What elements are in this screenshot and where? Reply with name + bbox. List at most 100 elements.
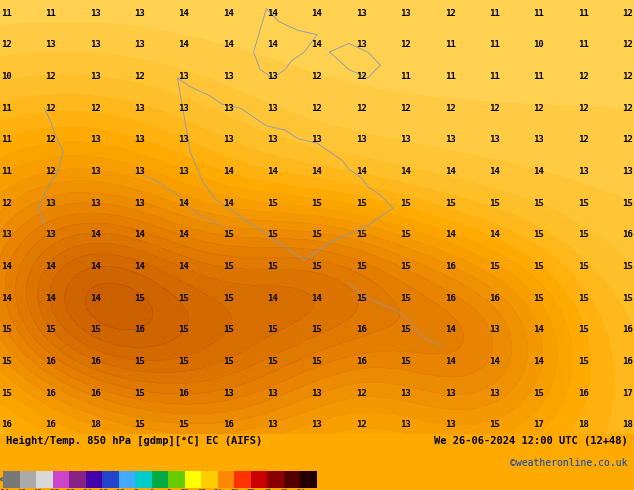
Text: 12: 12 bbox=[46, 135, 56, 144]
Text: ©weatheronline.co.uk: ©weatheronline.co.uk bbox=[510, 458, 628, 468]
Text: 14: 14 bbox=[179, 40, 189, 49]
Text: 14: 14 bbox=[534, 325, 544, 334]
Bar bbox=[53, 471, 69, 488]
Text: 17: 17 bbox=[623, 389, 633, 398]
Text: 12: 12 bbox=[534, 103, 544, 113]
Text: 12: 12 bbox=[356, 103, 366, 113]
Text: 13: 13 bbox=[401, 8, 411, 18]
Text: 11: 11 bbox=[489, 8, 500, 18]
Text: 12: 12 bbox=[46, 72, 56, 81]
Text: 15: 15 bbox=[179, 325, 189, 334]
Text: 15: 15 bbox=[268, 230, 278, 239]
Text: 15: 15 bbox=[534, 198, 544, 208]
Text: 13: 13 bbox=[534, 135, 544, 144]
Text: 15: 15 bbox=[312, 198, 322, 208]
Text: 15: 15 bbox=[1, 357, 11, 366]
Text: 16: 16 bbox=[134, 325, 145, 334]
Text: 14: 14 bbox=[223, 167, 233, 176]
Text: 14: 14 bbox=[179, 230, 189, 239]
Text: 14: 14 bbox=[489, 230, 500, 239]
Text: 11: 11 bbox=[1, 8, 11, 18]
Text: 12: 12 bbox=[356, 420, 366, 429]
Text: 14: 14 bbox=[445, 325, 455, 334]
Text: 14: 14 bbox=[312, 8, 322, 18]
Bar bbox=[3, 471, 20, 488]
Text: 13: 13 bbox=[312, 389, 322, 398]
Text: 12: 12 bbox=[623, 135, 633, 144]
Text: 13: 13 bbox=[268, 135, 278, 144]
Text: 14: 14 bbox=[134, 262, 145, 271]
Bar bbox=[301, 471, 317, 488]
Text: 15: 15 bbox=[356, 262, 366, 271]
Text: 15: 15 bbox=[46, 325, 56, 334]
Text: 15: 15 bbox=[312, 262, 322, 271]
Text: 14: 14 bbox=[312, 294, 322, 303]
Text: 13: 13 bbox=[401, 420, 411, 429]
Bar bbox=[235, 471, 251, 488]
Text: 15: 15 bbox=[401, 325, 411, 334]
Text: 16: 16 bbox=[46, 389, 56, 398]
Text: 14: 14 bbox=[46, 262, 56, 271]
Text: 16: 16 bbox=[578, 389, 588, 398]
Text: 14: 14 bbox=[268, 8, 278, 18]
Text: 16: 16 bbox=[445, 294, 455, 303]
Text: 14: 14 bbox=[223, 198, 233, 208]
Text: 11: 11 bbox=[1, 167, 11, 176]
Text: 14: 14 bbox=[223, 8, 233, 18]
Text: 16: 16 bbox=[623, 325, 633, 334]
Text: 13: 13 bbox=[46, 198, 56, 208]
Text: 15: 15 bbox=[134, 420, 145, 429]
Text: 14: 14 bbox=[90, 262, 100, 271]
Text: 13: 13 bbox=[445, 389, 455, 398]
Text: 18: 18 bbox=[623, 420, 633, 429]
Text: 11: 11 bbox=[401, 72, 411, 81]
Text: 11: 11 bbox=[578, 40, 588, 49]
Text: 12: 12 bbox=[445, 8, 455, 18]
Text: 15: 15 bbox=[534, 294, 544, 303]
Text: 14: 14 bbox=[1, 294, 11, 303]
Text: 15: 15 bbox=[489, 262, 500, 271]
Text: 15: 15 bbox=[268, 357, 278, 366]
Text: 13: 13 bbox=[179, 135, 189, 144]
Text: 13: 13 bbox=[268, 103, 278, 113]
Text: 15: 15 bbox=[401, 357, 411, 366]
Text: 16: 16 bbox=[1, 420, 11, 429]
Text: 13: 13 bbox=[312, 420, 322, 429]
Text: 14: 14 bbox=[90, 294, 100, 303]
Text: 13: 13 bbox=[90, 198, 100, 208]
Text: 14: 14 bbox=[312, 40, 322, 49]
Text: 14: 14 bbox=[445, 230, 455, 239]
Text: 11: 11 bbox=[445, 72, 455, 81]
Text: 13: 13 bbox=[90, 40, 100, 49]
Text: 14: 14 bbox=[534, 357, 544, 366]
Text: 14: 14 bbox=[268, 40, 278, 49]
Text: 13: 13 bbox=[134, 167, 145, 176]
Text: 13: 13 bbox=[90, 135, 100, 144]
Text: 15: 15 bbox=[223, 357, 233, 366]
Text: 13: 13 bbox=[356, 8, 366, 18]
Bar bbox=[218, 471, 235, 488]
Bar bbox=[284, 471, 301, 488]
Text: 15: 15 bbox=[578, 230, 588, 239]
Text: 13: 13 bbox=[90, 72, 100, 81]
Text: 15: 15 bbox=[179, 294, 189, 303]
Text: 13: 13 bbox=[134, 103, 145, 113]
Text: 16: 16 bbox=[90, 389, 100, 398]
Text: 15: 15 bbox=[223, 294, 233, 303]
Text: 15: 15 bbox=[401, 230, 411, 239]
Text: 12: 12 bbox=[578, 72, 588, 81]
Bar bbox=[102, 471, 119, 488]
Text: 15: 15 bbox=[312, 230, 322, 239]
Text: 14: 14 bbox=[179, 8, 189, 18]
Text: 15: 15 bbox=[134, 294, 145, 303]
Text: 13: 13 bbox=[401, 135, 411, 144]
Bar bbox=[69, 471, 86, 488]
Text: 12: 12 bbox=[312, 103, 322, 113]
Text: 15: 15 bbox=[268, 262, 278, 271]
Text: 16: 16 bbox=[223, 420, 233, 429]
Text: 12: 12 bbox=[134, 72, 145, 81]
Text: 10: 10 bbox=[534, 40, 544, 49]
Text: 16: 16 bbox=[356, 357, 366, 366]
Text: 15: 15 bbox=[578, 325, 588, 334]
Text: 11: 11 bbox=[578, 8, 588, 18]
